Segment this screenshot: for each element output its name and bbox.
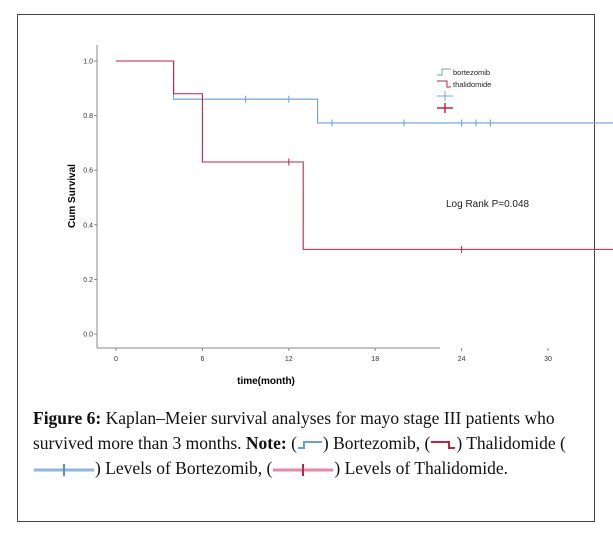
x-tick-label: 12: [285, 356, 293, 363]
y-tick-label: 0.8: [83, 113, 93, 120]
thalidomide-legend-label: thalidomide: [453, 80, 491, 89]
legend: bortezomib thalidomide: [437, 68, 491, 113]
bortezomib-survival-curve: [116, 60, 613, 124]
y-tick-label: 1.0: [83, 59, 93, 66]
figure-caption: Figure 6: Kaplan–Meier survival analyses…: [33, 406, 585, 481]
x-tick-label: 0: [114, 356, 118, 363]
bortezomib-line-swatch: [297, 440, 322, 449]
thalidomide-legend-swatch: [437, 80, 451, 88]
bortezomib-legend-label: bortezomib: [453, 68, 490, 77]
thalidomide-level-swatch: [273, 463, 334, 476]
thalidomide-survival-curve: [116, 60, 613, 250]
caption-segment: ) Levels of Bortezomib, (: [95, 458, 273, 478]
figure-label: Figure 6:: [33, 408, 102, 428]
y-tick-label: 0.6: [83, 168, 93, 175]
y-tick-label: 0.2: [83, 277, 93, 284]
x-tick-label: 30: [544, 356, 552, 363]
caption-segment: ) Levels of Thalidomide.: [334, 458, 509, 478]
km-chart: 061218243036420.00.20.40.60.81.0 bortezo…: [67, 45, 613, 387]
bortezomib-level-swatch: [34, 463, 94, 476]
y-tick-label: 0.0: [83, 332, 93, 339]
x-tick-label: 24: [458, 356, 466, 363]
note-label: Note:: [245, 433, 287, 453]
thalidomide-line-swatch: [431, 440, 456, 449]
chart-axes: [96, 45, 440, 349]
y-tick-label: 0.4: [83, 222, 93, 229]
caption-segment: ) Bortezomib, (: [322, 433, 431, 453]
x-tick-label: 6: [200, 356, 204, 363]
caption-text: Kaplan–Meier survival analyses for mayo …: [33, 408, 555, 453]
log-rank-annotation: Log Rank P=0.048: [446, 199, 530, 210]
caption-segment: ) Thalidomide (: [456, 433, 566, 453]
x-tick-label: 18: [371, 356, 379, 363]
figure-frame: [17, 14, 595, 522]
caption-paren: (: [291, 433, 297, 453]
x-axis-label: time(month): [237, 376, 295, 387]
y-axis-label: Cum Survival: [67, 164, 78, 228]
bortezomib-legend-swatch: [437, 68, 451, 76]
